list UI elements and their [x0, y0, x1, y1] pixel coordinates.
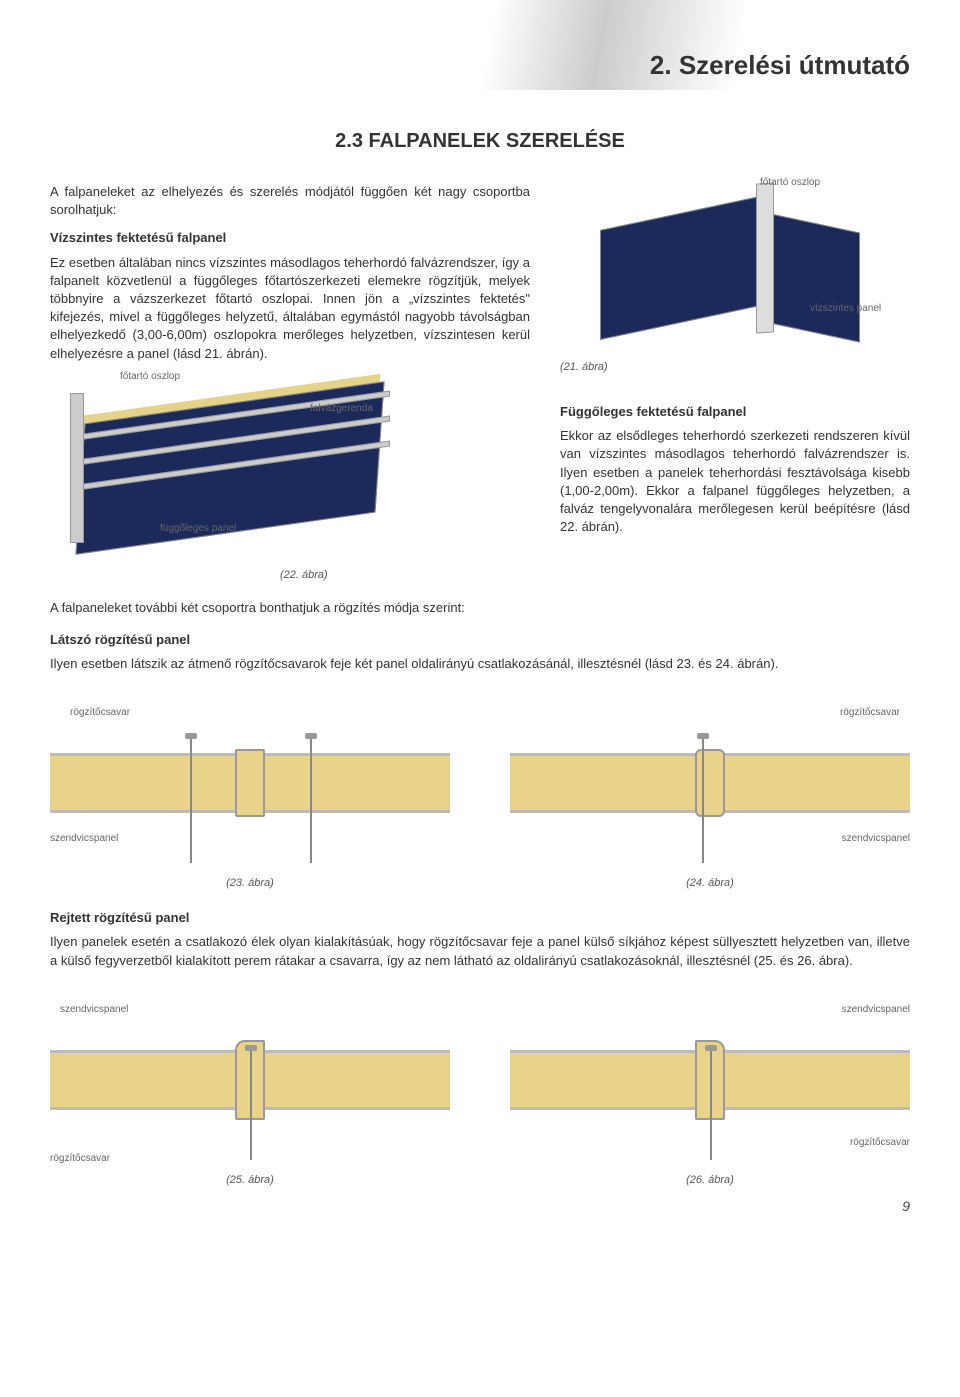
- vert-heading: Függőleges fektetésű falpanel: [560, 403, 910, 421]
- fig23-label-screw: rögzítőcsavar: [70, 707, 130, 718]
- fig25-caption: (25. ábra): [50, 1174, 450, 1186]
- hidden-body: Ilyen panelek esetén a csatlakozó élek o…: [50, 933, 910, 969]
- figure-22: főtartó oszlop falvázgerenda függőleges …: [50, 373, 430, 563]
- figure-row-23-24: rögzítőcsavar szendvicspanel (23. ábra) …: [50, 693, 910, 889]
- figure-26: szendvicspanel rögzítőcsavar: [510, 990, 910, 1170]
- figure-21: főtartó oszlop vízszintes panel: [560, 183, 890, 353]
- fig22-label-rail: falvázgerenda: [310, 403, 373, 414]
- figure-23: rögzítőcsavar szendvicspanel: [50, 693, 450, 873]
- fig22-label-panel: függőleges panel: [160, 523, 236, 534]
- intro-text: A falpaneleket az elhelyezés és szerelés…: [50, 183, 530, 219]
- fig26-label-panel: szendvicspanel: [842, 1004, 910, 1015]
- fig26-label-screw: rögzítőcsavar: [850, 1137, 910, 1148]
- fig23-label-panel: szendvicspanel: [50, 833, 118, 844]
- fig23-caption: (23. ábra): [50, 877, 450, 889]
- fig24-caption: (24. ábra): [510, 877, 910, 889]
- section-title: 2.3 FALPANELEK SZERELÉSE: [50, 130, 910, 153]
- chapter-title: 2. Szerelési útmutató: [650, 50, 910, 81]
- figure-25: szendvicspanel rögzítőcsavar: [50, 990, 450, 1170]
- horiz-body: Ez esetben általában nincs vízszintes má…: [50, 254, 530, 363]
- fig24-label-screw: rögzítőcsavar: [840, 707, 900, 718]
- page-content: 2.3 FALPANELEK SZERELÉSE A falpaneleket …: [0, 0, 960, 1226]
- vert-body: Ekkor az elsődleges teherhordó szerkezet…: [560, 427, 910, 536]
- figure-row-25-26: szendvicspanel rögzítőcsavar (25. ábra) …: [50, 990, 910, 1186]
- fig25-label-panel: szendvicspanel: [60, 1004, 128, 1015]
- fig26-caption: (26. ábra): [510, 1174, 910, 1186]
- horiz-heading: Vízszintes fektetésű falpanel: [50, 229, 530, 247]
- fig22-caption: (22. ábra): [280, 569, 910, 581]
- visible-heading: Látszó rögzítésű panel: [50, 631, 910, 649]
- hidden-heading: Rejtett rögzítésű panel: [50, 909, 910, 927]
- fig24-label-panel: szendvicspanel: [842, 833, 910, 844]
- split-text: A falpaneleket további két csoportra bon…: [50, 599, 910, 617]
- figure-24: rögzítőcsavar szendvicspanel: [510, 693, 910, 873]
- fig21-label-col: főtartó oszlop: [760, 177, 820, 188]
- page-number: 9: [902, 1198, 910, 1214]
- fig22-label-col: főtartó oszlop: [120, 371, 180, 382]
- visible-body: Ilyen esetben látszik az átmenő rögzítőc…: [50, 655, 910, 673]
- fig21-label-panel: vízszintes panel: [810, 303, 881, 314]
- fig21-caption: (21. ábra): [560, 361, 910, 373]
- fig25-label-screw: rögzítőcsavar: [50, 1153, 110, 1164]
